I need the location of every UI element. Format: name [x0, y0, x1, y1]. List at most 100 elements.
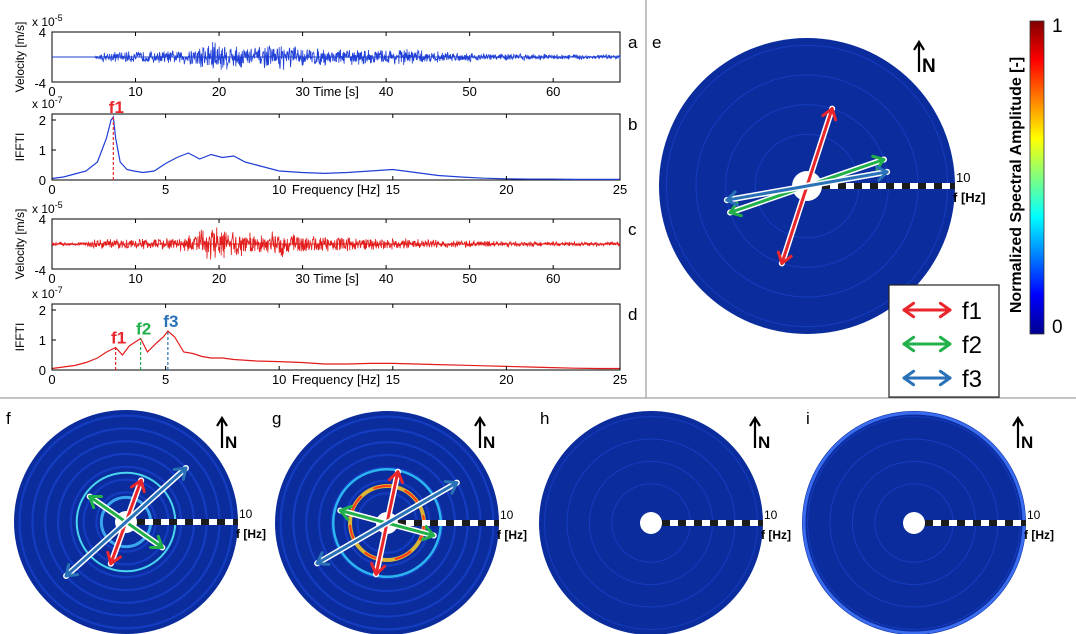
x-axis-label-a: Time [s]: [313, 84, 359, 99]
north-arrow-head-h: [749, 415, 761, 427]
x-tick-label-d: 10: [272, 372, 286, 387]
polar-panel-f: 10 f [Hz] Nf: [6, 409, 266, 634]
x-tick-label-c: 60: [546, 271, 560, 286]
legend-label-f2: f2: [962, 332, 982, 359]
north-label-g: N: [483, 433, 495, 452]
arrow-head-f3-g: [443, 480, 459, 495]
x-tick-label-a: 30: [295, 84, 309, 99]
north-arrow-head-e: [913, 39, 925, 51]
x-tick-label-d: 25: [613, 372, 627, 387]
arrow-f3-g: [315, 481, 459, 565]
colorbar-min-label: 0: [1052, 317, 1063, 338]
y-tick-label-c: 4: [39, 212, 46, 227]
panel-letter-h: h: [540, 409, 549, 428]
frequency-unit-label-f: f [Hz]: [236, 527, 266, 541]
x-axis-label-b: Frequency [Hz]: [292, 182, 380, 197]
y-tick-label-d: 0: [39, 363, 46, 378]
panel-letter-b: b: [628, 115, 637, 134]
polar-center-i: [903, 512, 925, 534]
arrow-head-f2-g: [338, 504, 353, 521]
frequency-tick-label-i: 10: [1027, 508, 1041, 522]
x-axis-label-d: Frequency [Hz]: [292, 372, 380, 387]
arrow-head-legend-f2: [902, 335, 916, 353]
x-tick-label-a: 40: [379, 84, 393, 99]
x-tick-label-a: 10: [128, 84, 142, 99]
x-tick-label-b: 0: [48, 182, 55, 197]
arrow-head-legend-f2: [938, 335, 952, 353]
north-arrow-head-f: [216, 415, 228, 427]
arrow-head-f1-f: [130, 478, 146, 494]
panel-letter-g: g: [272, 409, 281, 428]
colorbar-max-label: 1: [1052, 16, 1063, 37]
panel-c-velocity-red: 0 10 20 30 40 50 60 4 -4 Time [s] Velocity [m/s] x …: [13, 200, 637, 286]
x-tick-label-d: 0: [48, 372, 55, 387]
arrow-head-f1-g: [387, 470, 404, 485]
frequency-tick-label-h: 10: [764, 508, 778, 522]
panel-letter-c: c: [628, 220, 637, 239]
x-tick-label-a: 20: [212, 84, 226, 99]
legend-label-f1: f1: [962, 298, 982, 325]
peak-label-f2: f2: [136, 320, 151, 339]
panel-a-velocity-blue: 0 10 20 30 40 50 60 4 -4 Time [s] Velocity [m/s] x …: [13, 13, 638, 99]
x-tick-label-b: 5: [162, 182, 169, 197]
frequency-unit-label-g: f [Hz]: [497, 528, 527, 542]
panel-letter-a: a: [628, 33, 638, 52]
arrow-head-f3-f: [172, 466, 188, 481]
north-label-i: N: [1021, 433, 1033, 452]
peak-label-f1: f1: [109, 98, 124, 117]
y-tick-label-a: 4: [39, 25, 46, 40]
x-tick-label-d: 20: [499, 372, 513, 387]
panel-letter-f: f: [6, 409, 11, 428]
x-tick-label-b: 20: [499, 182, 513, 197]
frequency-tick-label-g: 10: [500, 508, 514, 522]
frequency-tick-label-e: 10: [956, 170, 970, 185]
x-tick-label-c: 10: [128, 271, 142, 286]
y-axis-label-c: Velocity [m/s]: [13, 209, 27, 280]
frequency-unit-label-h: f [Hz]: [761, 528, 791, 542]
arrow-head-f3-e: [875, 165, 889, 182]
arrow-f3-e: [725, 170, 889, 202]
y-tick-label-d: 1: [39, 333, 46, 348]
x-tick-label-c: 30: [295, 271, 309, 286]
x-tick-label-c: 0: [48, 271, 55, 286]
north-arrow-head-i: [1012, 415, 1024, 427]
x-tick-label-b: 25: [613, 182, 627, 197]
y-axis-label-d: IFFTI: [13, 323, 27, 352]
x-tick-label-b: 10: [272, 182, 286, 197]
polar-panel-e: 10 f [Hz] Ne: [652, 33, 986, 334]
frequency-unit-label-i: f [Hz]: [1024, 528, 1054, 542]
arrow-head-legend-f3: [938, 369, 952, 387]
x-tick-label-c: 40: [379, 271, 393, 286]
x-tick-label-a: 60: [546, 84, 560, 99]
arrow-head-f3-f: [64, 563, 80, 578]
colorbar: 1 0 Normalized Spectral Amplitude [-]: [1008, 16, 1063, 338]
north-label-f: N: [225, 433, 237, 452]
arrow-head-legend-f1: [938, 301, 952, 319]
x-axis-label-c: Time [s]: [313, 271, 359, 286]
spectrum-line-b: [51, 115, 620, 180]
frequency-tick-label-f: 10: [239, 507, 253, 521]
north-label-e: N: [922, 56, 936, 77]
waveform-trace-c: [51, 227, 621, 260]
panel-letter-e: e: [652, 33, 661, 52]
y-axis-label-b: IFFTI: [13, 133, 27, 162]
panel-letter-d: d: [628, 305, 637, 324]
arrow-head-legend-f3: [902, 369, 916, 387]
colorbar-title: Normalized Spectral Amplitude [-]: [1008, 57, 1025, 313]
arrow-f3-f: [64, 466, 188, 578]
arrow-head-legend-f1: [902, 301, 916, 319]
north-arrow-head-g: [474, 415, 486, 427]
arrow-head-f1-f: [106, 550, 122, 566]
panel-letter-i: i: [806, 409, 810, 428]
x-tick-label-c: 20: [212, 271, 226, 286]
x-tick-label-a: 0: [48, 84, 55, 99]
y-axis-label-a: Velocity [m/s]: [13, 22, 27, 93]
arrow-head-f1-e: [821, 107, 838, 122]
panel-b-spectrum-blue: f1 0 5 10 15 20 25 0 1 2 Frequency [Hz] IFFTI x 10-7…: [13, 95, 637, 197]
y-tick-label-b: 1: [39, 143, 46, 158]
arrow-head-f3-g: [315, 551, 331, 566]
arrow-head-f2-f: [88, 495, 103, 510]
x-tick-label-b: 15: [386, 182, 400, 197]
arrow-head-f1-e: [776, 250, 793, 265]
